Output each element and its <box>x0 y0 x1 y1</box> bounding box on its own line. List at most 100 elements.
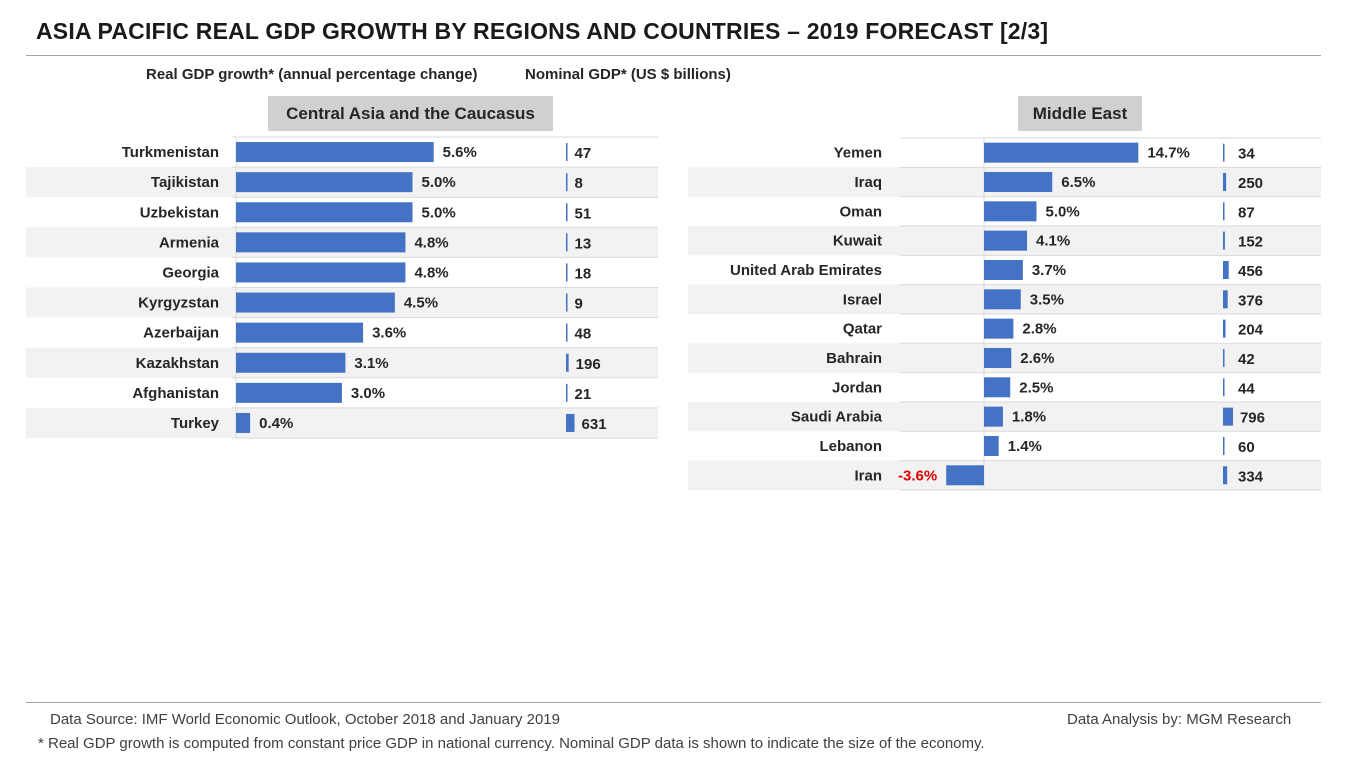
category-label-israel: Israel <box>843 291 882 308</box>
nominal-value-saudi-arabia: 796 <box>1240 410 1265 427</box>
growth-value-iran: -3.6% <box>898 467 937 484</box>
growth-value-saudi-arabia: 1.8% <box>1012 409 1046 426</box>
category-label-united-arab-emirates: United Arab Emirates <box>730 262 882 279</box>
growth-value-united-arab-emirates: 3.7% <box>1032 262 1066 279</box>
growth-bar-armenia <box>236 232 406 253</box>
growth-value-afghanistan: 3.0% <box>351 385 385 402</box>
category-label-yemen: Yemen <box>834 145 882 162</box>
category-label-tajikistan: Tajikistan <box>151 174 219 191</box>
category-label-kyrgyzstan: Kyrgyzstan <box>138 295 219 312</box>
growth-bar-oman <box>984 201 1037 222</box>
nominal-bar-yemen <box>1223 143 1225 162</box>
footnote: * Real GDP growth is computed from const… <box>38 735 985 752</box>
nominal-bar-qatar <box>1223 319 1226 338</box>
category-label-armenia: Armenia <box>159 234 220 251</box>
nominal-bar-tajikistan <box>566 173 568 192</box>
category-label-turkey: Turkey <box>171 415 220 432</box>
growth-bar-azerbaijan <box>236 322 364 343</box>
category-label-qatar: Qatar <box>843 321 882 338</box>
category-label-azerbaijan: Azerbaijan <box>143 325 219 342</box>
category-label-georgia: Georgia <box>162 264 219 281</box>
growth-value-kazakhstan: 3.1% <box>354 355 388 372</box>
data-analysis-credit: Data Analysis by: MGM Research <box>1067 711 1292 728</box>
nominal-bar-turkey <box>566 413 575 432</box>
category-label-lebanon: Lebanon <box>820 438 883 455</box>
row-stripe <box>26 407 658 438</box>
category-label-oman: Oman <box>839 203 882 220</box>
growth-value-azerbaijan: 3.6% <box>372 325 406 342</box>
growth-bar-uzbekistan <box>236 202 413 223</box>
nominal-value-oman: 87 <box>1238 204 1255 221</box>
nominal-value-jordan: 44 <box>1238 380 1255 397</box>
row-stripe <box>688 401 1321 432</box>
nominal-bar-armenia <box>566 233 568 252</box>
growth-bar-kuwait <box>984 230 1028 251</box>
nominal-bar-united-arab-emirates <box>1223 260 1229 279</box>
growth-value-lebanon: 1.4% <box>1008 438 1042 455</box>
nominal-value-lebanon: 60 <box>1238 439 1255 456</box>
growth-bar-tajikistan <box>236 172 413 193</box>
nominal-value-united-arab-emirates: 456 <box>1238 263 1263 280</box>
growth-value-yemen: 14.7% <box>1147 145 1190 162</box>
nominal-bar-kyrgyzstan <box>566 293 568 312</box>
title-divider <box>26 55 1321 56</box>
nominal-bar-afghanistan <box>566 383 568 402</box>
category-label-turkmenistan: Turkmenistan <box>122 144 219 161</box>
panel-header-middle-east: Middle East <box>1018 96 1142 131</box>
nominal-bar-georgia <box>566 263 568 282</box>
panel-header-central-asia: Central Asia and the Caucasus <box>268 96 553 131</box>
growth-value-uzbekistan: 5.0% <box>422 204 456 221</box>
category-label-bahrain: Bahrain <box>826 350 882 367</box>
growth-bar-lebanon <box>984 435 999 456</box>
growth-value-tajikistan: 5.0% <box>422 174 456 191</box>
nominal-value-uzbekistan: 51 <box>575 205 592 222</box>
category-label-saudi-arabia: Saudi Arabia <box>791 409 883 426</box>
nominal-bar-bahrain <box>1223 348 1225 367</box>
footer-divider <box>26 702 1321 703</box>
nominal-bar-saudi-arabia <box>1223 407 1233 426</box>
growth-value-kyrgyzstan: 4.5% <box>404 295 438 312</box>
nominal-bar-iraq <box>1223 172 1227 191</box>
growth-bar-georgia <box>236 262 406 283</box>
category-label-iraq: Iraq <box>854 174 882 191</box>
growth-bar-kyrgyzstan <box>236 292 395 313</box>
growth-column-label: Real GDP growth* (annual percentage chan… <box>146 66 478 83</box>
nominal-value-kyrgyzstan: 9 <box>575 296 583 313</box>
growth-bar-turkmenistan <box>236 142 434 163</box>
growth-value-bahrain: 2.6% <box>1020 350 1054 367</box>
growth-bar-turkey <box>236 412 251 433</box>
growth-value-kuwait: 4.1% <box>1036 233 1070 250</box>
nominal-value-afghanistan: 21 <box>575 386 592 403</box>
category-label-kazakhstan: Kazakhstan <box>136 355 219 372</box>
nominal-value-tajikistan: 8 <box>575 175 583 192</box>
growth-bar-iraq <box>984 171 1053 192</box>
nominal-value-turkmenistan: 47 <box>575 145 592 162</box>
nominal-value-georgia: 18 <box>575 265 592 282</box>
nominal-bar-lebanon <box>1223 436 1225 455</box>
growth-bar-saudi-arabia <box>984 406 1003 427</box>
nominal-value-yemen: 34 <box>1238 146 1255 163</box>
nominal-bar-turkmenistan <box>566 143 568 162</box>
category-label-iran: Iran <box>854 467 882 484</box>
growth-bar-iran <box>946 465 984 486</box>
nominal-value-kazakhstan: 196 <box>576 356 601 373</box>
nominal-value-turkey: 631 <box>582 416 607 433</box>
growth-bar-israel <box>984 289 1021 310</box>
nominal-value-kuwait: 152 <box>1238 234 1263 251</box>
growth-bar-qatar <box>984 318 1014 339</box>
category-label-jordan: Jordan <box>832 379 882 396</box>
growth-bar-afghanistan <box>236 382 342 403</box>
nominal-value-iran: 334 <box>1238 468 1264 485</box>
row-stripe <box>688 460 1321 490</box>
nominal-value-bahrain: 42 <box>1238 351 1255 368</box>
nominal-bar-israel <box>1223 290 1228 309</box>
nominal-bar-uzbekistan <box>566 203 568 222</box>
nominal-bar-kuwait <box>1223 231 1225 250</box>
growth-value-iraq: 6.5% <box>1061 174 1095 191</box>
growth-value-israel: 3.5% <box>1030 291 1064 308</box>
growth-bar-yemen <box>984 142 1139 163</box>
growth-bar-jordan <box>984 377 1011 398</box>
growth-value-georgia: 4.8% <box>414 264 448 281</box>
nominal-value-israel: 376 <box>1238 292 1263 309</box>
